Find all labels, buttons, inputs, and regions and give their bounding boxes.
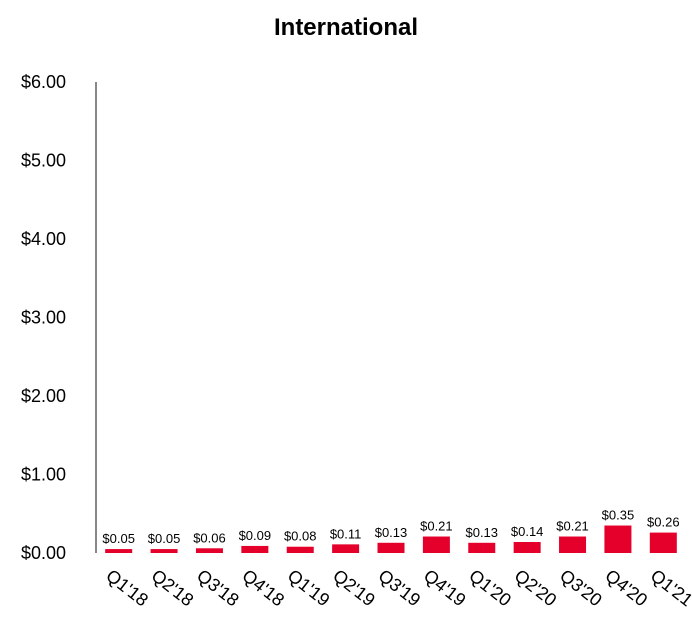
y-tick-label: $3.00 <box>21 308 66 328</box>
bar <box>604 525 632 553</box>
y-tick-label: $6.00 <box>21 72 66 92</box>
x-category-label: Q1'18 <box>102 565 152 610</box>
bar <box>513 542 541 553</box>
bar <box>422 536 450 553</box>
bar-data-label: $0.09 <box>239 528 272 543</box>
bar <box>105 549 133 553</box>
x-category-label: Q2'19 <box>329 565 379 610</box>
bar-data-label: $0.26 <box>647 515 680 530</box>
bar <box>332 544 360 553</box>
bar <box>286 546 314 553</box>
x-category-label: Q3'20 <box>556 565 606 610</box>
bar-data-label: $0.06 <box>193 530 226 545</box>
bar <box>559 536 587 553</box>
bar <box>468 542 496 553</box>
bar <box>377 542 405 553</box>
bar-data-label: $0.05 <box>102 531 135 546</box>
bar-data-label: $0.21 <box>420 519 453 534</box>
bar-data-label: $0.11 <box>330 526 362 541</box>
x-category-label: Q1'20 <box>465 565 515 610</box>
x-category-label: Q1'21 <box>647 565 692 610</box>
x-category-label: Q2'20 <box>511 565 561 610</box>
bar-data-label: $0.13 <box>375 525 408 540</box>
bar-data-label: $0.13 <box>465 525 498 540</box>
bar-data-label: $0.35 <box>602 508 635 523</box>
bar <box>649 532 677 553</box>
y-tick-label: $2.00 <box>21 386 66 406</box>
y-tick-label: $4.00 <box>21 229 66 249</box>
bar-data-label: $0.08 <box>284 529 317 544</box>
chart-title: International <box>273 14 418 41</box>
bar-data-label: $0.14 <box>511 524 544 539</box>
y-tick-label: $1.00 <box>21 465 66 485</box>
x-category-label: Q1'19 <box>284 565 334 610</box>
bar <box>195 548 223 553</box>
y-tick-label: $0.00 <box>21 543 66 563</box>
bar <box>241 545 269 553</box>
x-category-label: Q3'18 <box>193 565 243 610</box>
bar <box>150 549 178 553</box>
bar-data-label: $0.21 <box>556 519 589 534</box>
x-category-label: Q4'18 <box>238 565 288 610</box>
y-tick-label: $5.00 <box>21 151 66 171</box>
x-category-label: Q4'19 <box>420 565 470 610</box>
x-category-label: Q4'20 <box>601 565 651 610</box>
x-category-label: Q3'19 <box>375 565 425 610</box>
x-category-label: Q2'18 <box>148 565 198 610</box>
bar-data-label: $0.05 <box>148 531 181 546</box>
